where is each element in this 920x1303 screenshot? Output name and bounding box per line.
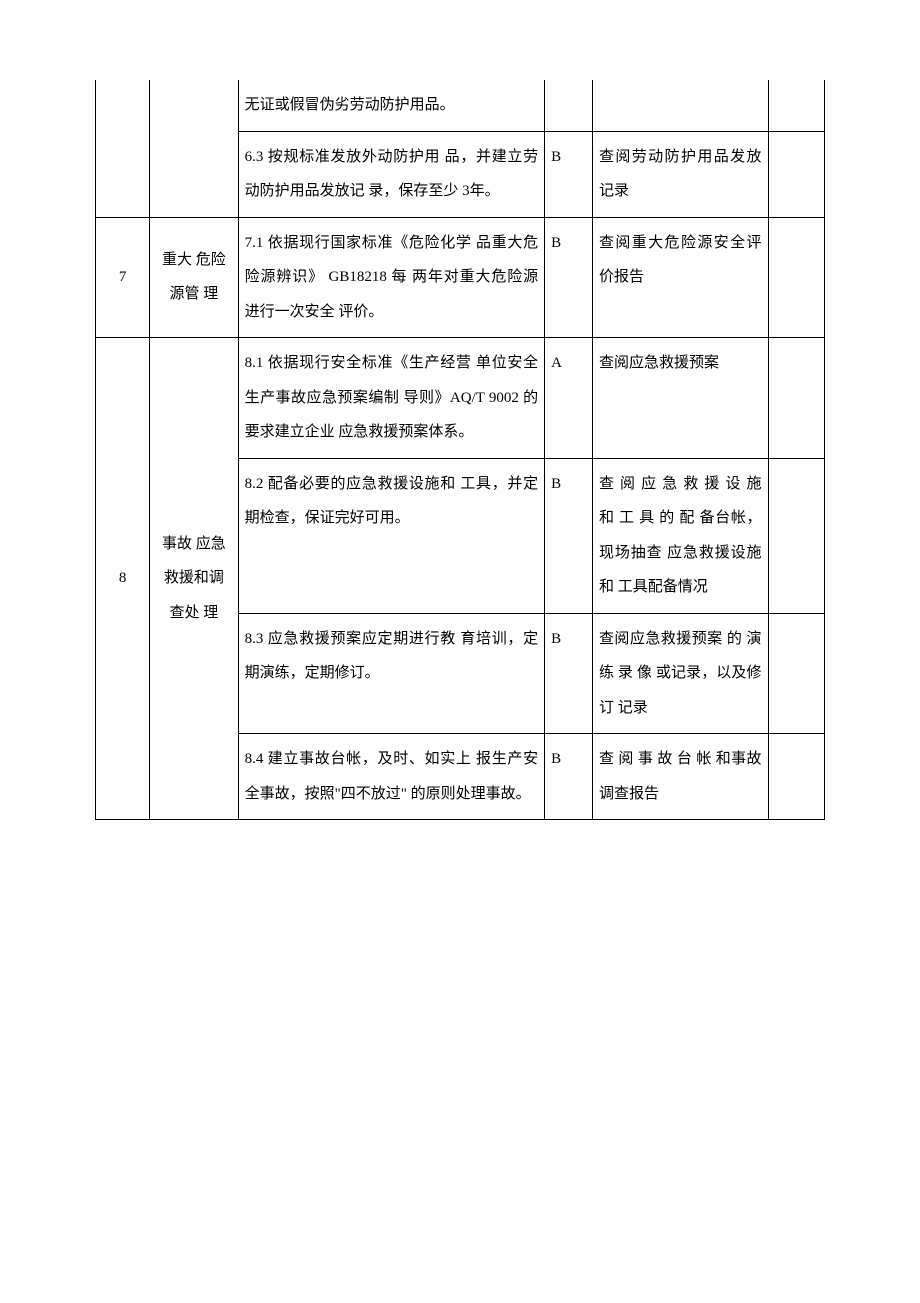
cell-grade: B [545,734,593,820]
cell-grade [545,80,593,131]
cell-category: 事故 应急 救援和调 查处 理 [150,338,238,820]
cell-grade: B [545,613,593,734]
cell-index: 8 [96,338,150,820]
cell-requirement: 8.3 应急救援预案应定期进行教 育培训，定期演练，定期修订。 [238,613,544,734]
cell-requirement: 无证或假冒伪劣劳动防护用品。 [238,80,544,131]
cell-index [96,80,150,131]
cell-requirement: 6.3 按规标准发放外动防护用 品，并建立劳动防护用品发放记 录，保存至少 3年… [238,131,544,217]
cell-blank [768,131,824,217]
cell-method: 查阅应急救援预案 [592,338,768,459]
cell-index [96,131,150,217]
cell-grade: B [545,217,593,338]
cell-requirement: 8.2 配备必要的应急救援设施和 工具，并定期检查，保证完好可用。 [238,458,544,613]
cell-grade: B [545,458,593,613]
table-row: 6.3 按规标准发放外动防护用 品，并建立劳动防护用品发放记 录，保存至少 3年… [96,131,825,217]
cell-blank [768,734,824,820]
cell-blank [768,458,824,613]
cell-blank [768,613,824,734]
cell-blank [768,338,824,459]
table-row: 7 重大 危险 源管 理 7.1 依据现行国家标准《危险化学 品重大危险源辨识》… [96,217,825,338]
cell-method [592,80,768,131]
cell-category [150,131,238,217]
cell-method: 查 阅 事 故 台 帐 和事故调查报告 [592,734,768,820]
cell-blank [768,217,824,338]
cell-method: 查阅应急救援预案 的 演 练 录 像 或记录，以及修订 记录 [592,613,768,734]
cell-requirement: 7.1 依据现行国家标准《危险化学 品重大危险源辨识》 GB18218 每 两年… [238,217,544,338]
cell-method: 查阅劳动防护用品发放记录 [592,131,768,217]
cell-requirement: 8.4 建立事故台帐，及时、如实上 报生产安全事故，按照"四不放过" 的原则处理… [238,734,544,820]
cell-category: 重大 危险 源管 理 [150,217,238,338]
safety-table: 无证或假冒伪劣劳动防护用品。 6.3 按规标准发放外动防护用 品，并建立劳动防护… [95,80,825,820]
table-row: 无证或假冒伪劣劳动防护用品。 [96,80,825,131]
cell-grade: A [545,338,593,459]
cell-category [150,80,238,131]
cell-requirement: 8.1 依据现行安全标准《生产经营 单位安全生产事故应急预案编制 导则》AQ/T… [238,338,544,459]
cell-method: 查 阅 应 急 救 援 设 施 和 工 具 的 配 备台帐，现场抽查 应急救援设… [592,458,768,613]
cell-method: 查阅重大危险源安全评价报告 [592,217,768,338]
cell-grade: B [545,131,593,217]
table-row: 8 事故 应急 救援和调 查处 理 8.1 依据现行安全标准《生产经营 单位安全… [96,338,825,459]
cell-blank [768,80,824,131]
cell-index: 7 [96,217,150,338]
